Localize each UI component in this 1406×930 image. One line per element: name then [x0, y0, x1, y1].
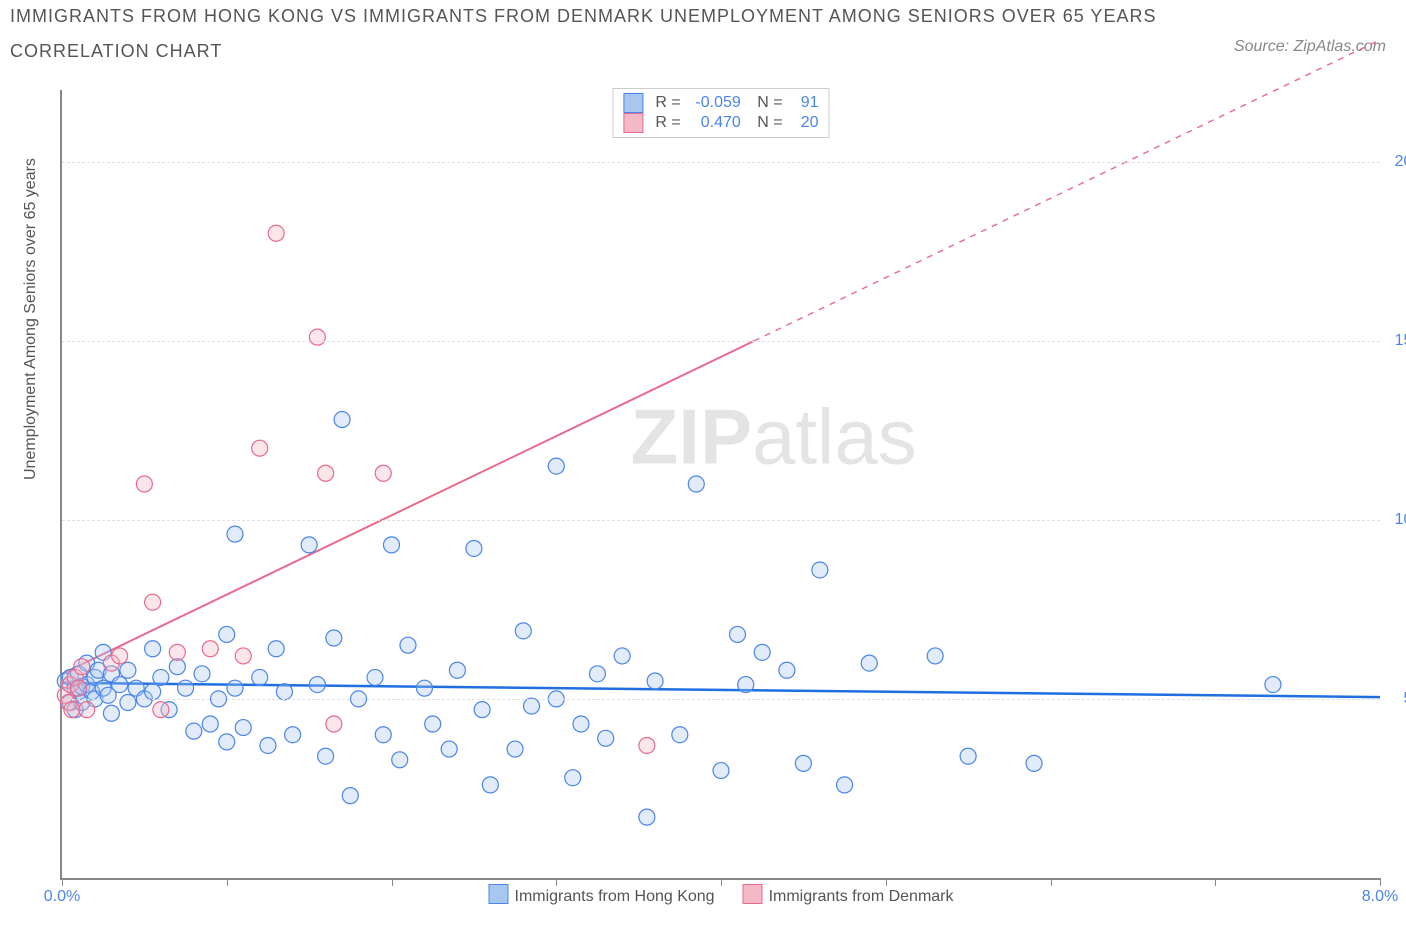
x-tick: [556, 878, 557, 886]
gridline-h: [62, 341, 1380, 342]
x-legend-item-hk: Immigrants from Hong Kong: [489, 884, 715, 906]
legend-row-dk: R = 0.470 N = 20: [623, 113, 818, 133]
legend-n-label: N =: [757, 94, 782, 112]
y-tick-label: 20.0%: [1385, 153, 1406, 171]
legend-row-hk: R = -0.059 N = 91: [623, 93, 818, 113]
x-tick: [227, 878, 228, 886]
y-tick-label: 15.0%: [1385, 332, 1406, 350]
x-tick: [1215, 878, 1216, 886]
x-tick: [886, 878, 887, 886]
legend-r-label: R =: [655, 94, 680, 112]
y-tick-label: 5.0%: [1385, 690, 1406, 708]
chart-container: IMMIGRANTS FROM HONG KONG VS IMMIGRANTS …: [0, 0, 1406, 930]
correlation-legend: R = -0.059 N = 91 R = 0.470 N = 20: [612, 88, 829, 138]
legend-n-value-dk: 20: [789, 114, 819, 132]
legend-swatch-hk-icon: [489, 884, 509, 904]
x-tick-label: 8.0%: [1362, 888, 1398, 906]
title-block: IMMIGRANTS FROM HONG KONG VS IMMIGRANTS …: [10, 6, 1286, 76]
x-tick: [1380, 878, 1381, 886]
x-legend-label-hk: Immigrants from Hong Kong: [515, 888, 715, 905]
x-tick: [721, 878, 722, 886]
plot-svg: [62, 90, 1380, 878]
plot-area: ZIPatlas R = -0.059 N = 91 R = 0.470 N =…: [60, 90, 1380, 880]
x-legend-item-dk: Immigrants from Denmark: [743, 884, 954, 906]
x-tick: [392, 878, 393, 886]
legend-swatch-dk-icon: [743, 884, 763, 904]
legend-r-value-hk: -0.059: [687, 94, 741, 112]
gridline-h: [62, 520, 1380, 521]
x-tick: [1051, 878, 1052, 886]
legend-n-label: N =: [757, 114, 782, 132]
x-tick: [62, 878, 63, 886]
legend-swatch-hk: [623, 93, 643, 113]
legend-swatch-dk: [623, 113, 643, 133]
y-tick-label: 10.0%: [1385, 511, 1406, 529]
x-tick-label: 0.0%: [44, 888, 80, 906]
legend-r-label: R =: [655, 114, 680, 132]
title-line-1: IMMIGRANTS FROM HONG KONG VS IMMIGRANTS …: [10, 6, 1286, 27]
source-label: Source: ZipAtlas.com: [1234, 38, 1386, 56]
x-axis-legend: Immigrants from Hong Kong Immigrants fro…: [489, 884, 954, 906]
gridline-h: [62, 162, 1380, 163]
legend-n-value-hk: 91: [789, 94, 819, 112]
y-axis-label: Unemployment Among Seniors over 65 years: [22, 158, 40, 480]
x-legend-label-dk: Immigrants from Denmark: [769, 888, 954, 905]
gridline-h: [62, 699, 1380, 700]
legend-r-value-dk: 0.470: [687, 114, 741, 132]
title-line-2: CORRELATION CHART: [10, 41, 1286, 62]
